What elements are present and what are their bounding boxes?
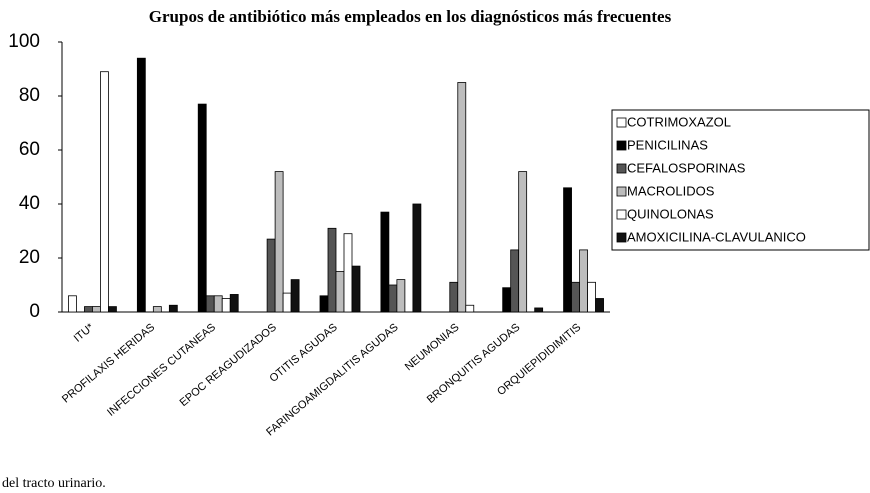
y-tick-label: 20 xyxy=(19,247,40,268)
bar xyxy=(213,295,223,313)
bar xyxy=(205,295,215,313)
bar xyxy=(518,171,528,313)
y-tick-label: 80 xyxy=(19,85,40,106)
legend-label: PENICILINAS xyxy=(627,137,708,152)
bar xyxy=(412,203,422,313)
bar xyxy=(221,298,231,313)
bar xyxy=(229,294,239,313)
legend-label: CEFALOSPORINAS xyxy=(627,160,746,175)
bar xyxy=(335,271,345,313)
bar xyxy=(136,57,146,313)
y-tick-label: 0 xyxy=(29,301,40,322)
legend-swatch xyxy=(616,186,627,197)
legend-label: COTRIMOXAZOL xyxy=(627,114,731,129)
bar xyxy=(388,284,398,313)
bar xyxy=(563,187,572,313)
x-tick-label: EPOC REAGUDIZADOS xyxy=(178,321,279,409)
y-tick-label: 100 xyxy=(8,31,40,52)
bar xyxy=(108,306,117,313)
bar xyxy=(290,279,300,313)
legend-swatch xyxy=(616,117,627,128)
bar xyxy=(152,306,162,313)
bar xyxy=(197,103,207,313)
x-tick-label: NEUMONIAS xyxy=(403,321,462,373)
bar xyxy=(84,306,93,313)
legend-swatch xyxy=(616,209,627,220)
legend-label: AMOXICILINA-CLAVULANICO xyxy=(627,229,806,244)
bar xyxy=(92,306,101,313)
bar xyxy=(465,304,475,313)
chart-title: Grupos de antibiótico más empleados en l… xyxy=(149,7,672,26)
legend-label: QUINOLONAS xyxy=(627,206,714,221)
bar xyxy=(319,295,329,313)
bar xyxy=(457,82,467,313)
bar xyxy=(327,227,337,313)
footnote: del tracto urinario. xyxy=(2,476,106,491)
legend-swatch xyxy=(616,140,627,151)
bar xyxy=(168,304,178,313)
bar xyxy=(587,281,596,313)
bar xyxy=(571,281,580,313)
x-tick-label: ITU* xyxy=(72,321,97,345)
bar xyxy=(343,233,353,313)
y-tick-label: 60 xyxy=(19,139,40,160)
legend-label: MACROLIDOS xyxy=(627,183,715,198)
legend-swatch xyxy=(616,163,627,174)
bar xyxy=(396,279,406,313)
bar xyxy=(68,295,77,313)
x-tick-label: FARINGOAMIGDALITIS AGUDAS xyxy=(264,321,400,438)
bar xyxy=(100,71,109,313)
bar xyxy=(380,211,390,313)
bar xyxy=(502,287,512,313)
bar xyxy=(510,249,520,313)
bar xyxy=(579,249,588,313)
bar xyxy=(351,265,361,313)
bar xyxy=(274,171,284,313)
y-tick-label: 40 xyxy=(19,193,40,214)
bar xyxy=(534,307,544,313)
bar xyxy=(266,238,276,313)
bar xyxy=(595,298,604,313)
bar xyxy=(282,292,292,313)
legend-swatch xyxy=(616,232,627,243)
legend-box xyxy=(611,109,870,251)
bar xyxy=(449,281,459,313)
x-tick-label: INFECCIONES CUTANEAS xyxy=(105,321,218,418)
